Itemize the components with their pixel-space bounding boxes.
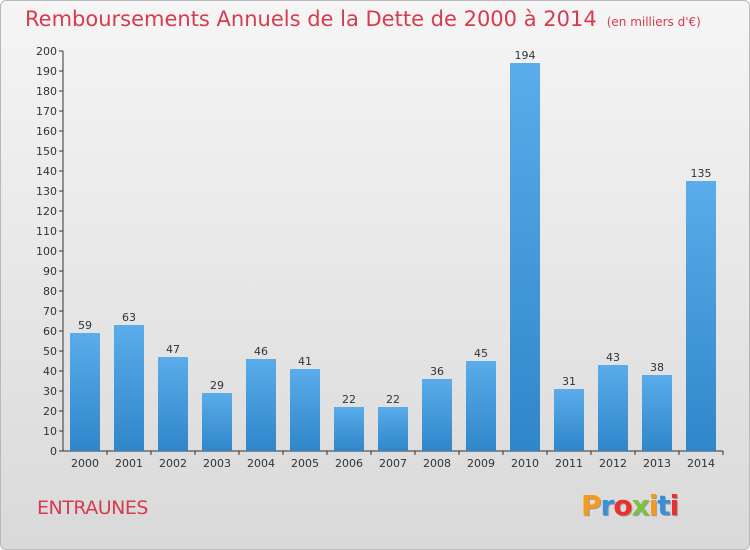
y-tick-label: 150: [36, 145, 57, 158]
data-label: 36: [430, 365, 444, 378]
y-tick-label: 180: [36, 85, 57, 98]
y-tick-label: 10: [43, 425, 57, 438]
data-label: 22: [342, 393, 356, 406]
bar: [686, 181, 716, 451]
logo-letter: i: [648, 489, 659, 522]
y-tick-label: 40: [43, 365, 57, 378]
data-label: 63: [122, 311, 136, 324]
data-label: 46: [254, 345, 268, 358]
y-tick-label: 80: [43, 285, 57, 298]
proxiti-logo: Proxiti: [581, 489, 680, 522]
y-tick-label: 50: [43, 345, 57, 358]
data-label: 59: [78, 319, 92, 332]
y-tick-label: 120: [36, 205, 57, 218]
x-tick-label: 2010: [511, 457, 539, 470]
bar: [334, 407, 364, 451]
bar: [202, 393, 232, 451]
x-tick-label: 2011: [555, 457, 583, 470]
data-label: 29: [210, 379, 224, 392]
y-tick-label: 130: [36, 185, 57, 198]
y-tick-label: 200: [36, 45, 57, 58]
chart-title: Remboursements Annuels de la Dette de 20…: [25, 7, 701, 31]
y-tick-label: 100: [36, 245, 57, 258]
data-label: 47: [166, 343, 180, 356]
bar: [290, 369, 320, 451]
logo-letter: r: [600, 489, 615, 522]
bar: [510, 63, 540, 451]
logo-letter: t: [657, 489, 670, 522]
logo-letter: i: [669, 489, 680, 522]
data-label: 22: [386, 393, 400, 406]
x-tick-label: 2003: [203, 457, 231, 470]
x-tick-label: 2005: [291, 457, 319, 470]
x-tick-label: 2004: [247, 457, 275, 470]
y-tick-label: 90: [43, 265, 57, 278]
y-tick-label: 190: [36, 65, 57, 78]
x-tick-label: 2000: [71, 457, 99, 470]
y-tick-label: 110: [36, 225, 57, 238]
logo-letter: x: [631, 489, 650, 522]
data-label: 41: [298, 355, 312, 368]
chart-title-text: Remboursements Annuels de la Dette de 20…: [25, 7, 597, 31]
data-label: 43: [606, 351, 620, 364]
y-tick-label: 70: [43, 305, 57, 318]
bar: [554, 389, 584, 451]
bar: [422, 379, 452, 451]
logo-letter: P: [581, 489, 602, 522]
chart-subtitle: (en milliers d'€): [606, 15, 701, 29]
data-label: 38: [650, 361, 664, 374]
x-tick-label: 2007: [379, 457, 407, 470]
x-tick-label: 2013: [643, 457, 671, 470]
bar: [246, 359, 276, 451]
x-tick-label: 2006: [335, 457, 363, 470]
x-tick-label: 2008: [423, 457, 451, 470]
data-label: 194: [515, 49, 536, 62]
logo-letter: o: [613, 489, 632, 522]
y-tick-label: 30: [43, 385, 57, 398]
y-tick-label: 0: [50, 445, 57, 458]
x-tick-label: 2001: [115, 457, 143, 470]
bar: [158, 357, 188, 451]
bar: [466, 361, 496, 451]
y-tick-label: 140: [36, 165, 57, 178]
bar: [598, 365, 628, 451]
data-label: 31: [562, 375, 576, 388]
bar: [378, 407, 408, 451]
data-label: 135: [691, 167, 712, 180]
x-tick-label: 2012: [599, 457, 627, 470]
y-tick-label: 60: [43, 325, 57, 338]
bar: [114, 325, 144, 451]
bar: [70, 333, 100, 451]
place-name: ENTRAUNES: [37, 497, 148, 519]
data-label: 45: [474, 347, 488, 360]
bar: [642, 375, 672, 451]
y-tick-label: 160: [36, 125, 57, 138]
y-tick-label: 170: [36, 105, 57, 118]
x-tick-label: 2002: [159, 457, 187, 470]
x-tick-label: 2009: [467, 457, 495, 470]
x-tick-label: 2014: [687, 457, 715, 470]
y-tick-label: 20: [43, 405, 57, 418]
